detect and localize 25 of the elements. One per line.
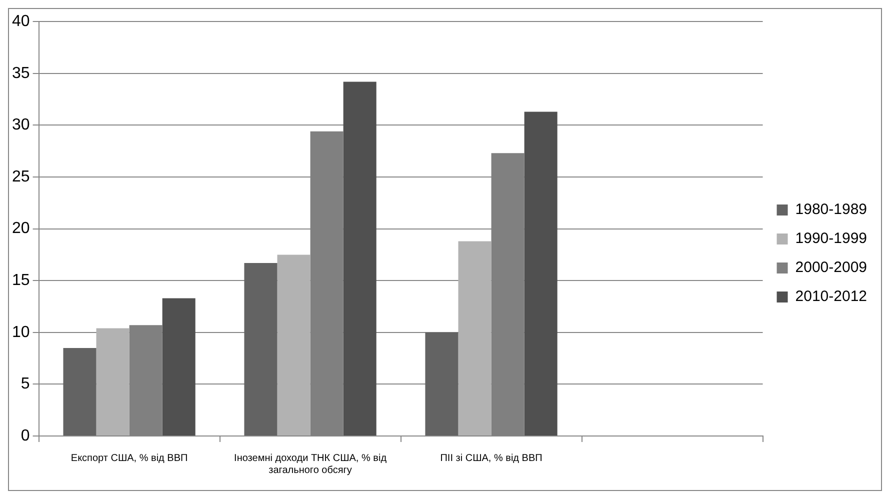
bar [244,262,278,436]
y-tick-label: 35 [12,64,30,82]
bar [277,254,310,436]
bar [162,298,196,436]
legend-label: 2000-2009 [795,259,867,276]
y-tick-label: 40 [12,13,30,30]
legend-label: 1990-1999 [795,230,867,248]
legend-label: 1980-1989 [795,201,867,218]
y-tick-label: 10 [12,324,30,341]
bar [425,332,458,436]
x-tick-label: Експорт США, % від ВВП [70,452,188,464]
y-tick-label: 25 [12,168,30,186]
bar [524,112,558,436]
x-tick-label: ПІІ зі США, % від ВВП [440,452,542,464]
y-tick-label: 0 [20,427,30,444]
bar [343,82,376,436]
bar [63,348,96,436]
y-tick-label: 15 [12,272,30,290]
bar [96,328,130,436]
x-tick-label: Іноземні доходи ТНК США, % від загального обсягу [234,452,387,476]
y-tick-label: 30 [12,116,30,134]
legend-label: 2010-2012 [795,288,867,306]
y-tick-label: 5 [20,376,30,393]
y-tick-label: 20 [12,220,30,238]
bar [458,241,492,436]
